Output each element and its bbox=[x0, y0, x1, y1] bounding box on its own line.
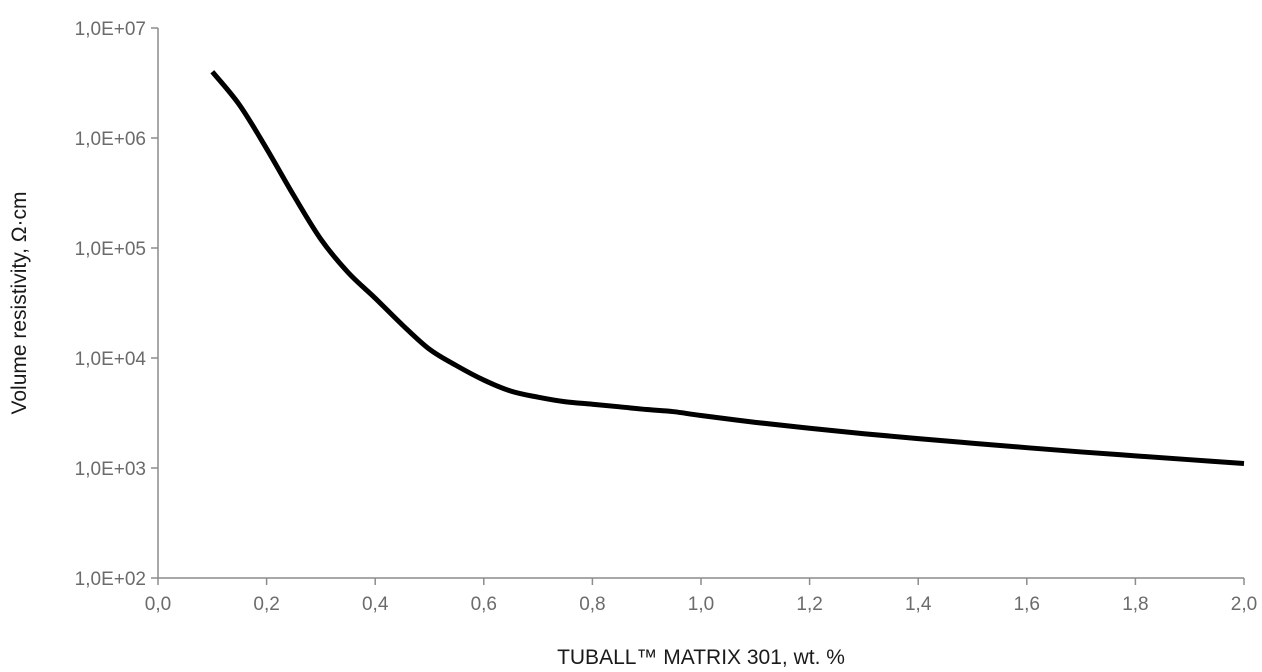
y-tick-label: 1,0E+07 bbox=[75, 19, 146, 40]
x-tick-label: 0,8 bbox=[579, 594, 605, 615]
series-group bbox=[210, 70, 1245, 466]
x-tick-label: 0,2 bbox=[253, 594, 279, 615]
y-axis-title: Volume resistivity, Ω·cm bbox=[8, 191, 31, 414]
x-tick-label: 2,0 bbox=[1231, 594, 1257, 615]
y-tick-label: 1,0E+06 bbox=[75, 129, 146, 150]
x-axis-title: TUBALL™ MATRIX 301, wt. % bbox=[557, 646, 845, 669]
x-tick-label: 0,0 bbox=[145, 594, 171, 615]
y-tick-label: 1,0E+05 bbox=[75, 239, 146, 260]
x-tick-label: 1,2 bbox=[796, 594, 822, 615]
y-tick-label: 1,0E+02 bbox=[75, 569, 146, 590]
x-tick-label: 1,6 bbox=[1014, 594, 1040, 615]
y-axis-ticks: 1,0E+02 1,0E+03 1,0E+04 1,0E+05 1,0E+06 1,0E+… bbox=[75, 19, 158, 590]
x-axis-ticks: 0,0 0,2 0,4 0,6 0,8 1,0 1,2 1,4 1,6 1,8 2,0 bbox=[145, 578, 1257, 615]
y-tick-label: 1,0E+04 bbox=[75, 349, 147, 370]
x-tick-label: 0,6 bbox=[471, 594, 497, 615]
x-tick-label: 1,0 bbox=[688, 594, 714, 615]
x-tick-label: 1,8 bbox=[1122, 594, 1148, 615]
x-tick-label: 1,4 bbox=[905, 594, 932, 615]
series-line-0 bbox=[210, 70, 1245, 466]
x-tick-label: 0,4 bbox=[362, 594, 389, 615]
y-tick-label: 1,0E+03 bbox=[75, 459, 146, 480]
